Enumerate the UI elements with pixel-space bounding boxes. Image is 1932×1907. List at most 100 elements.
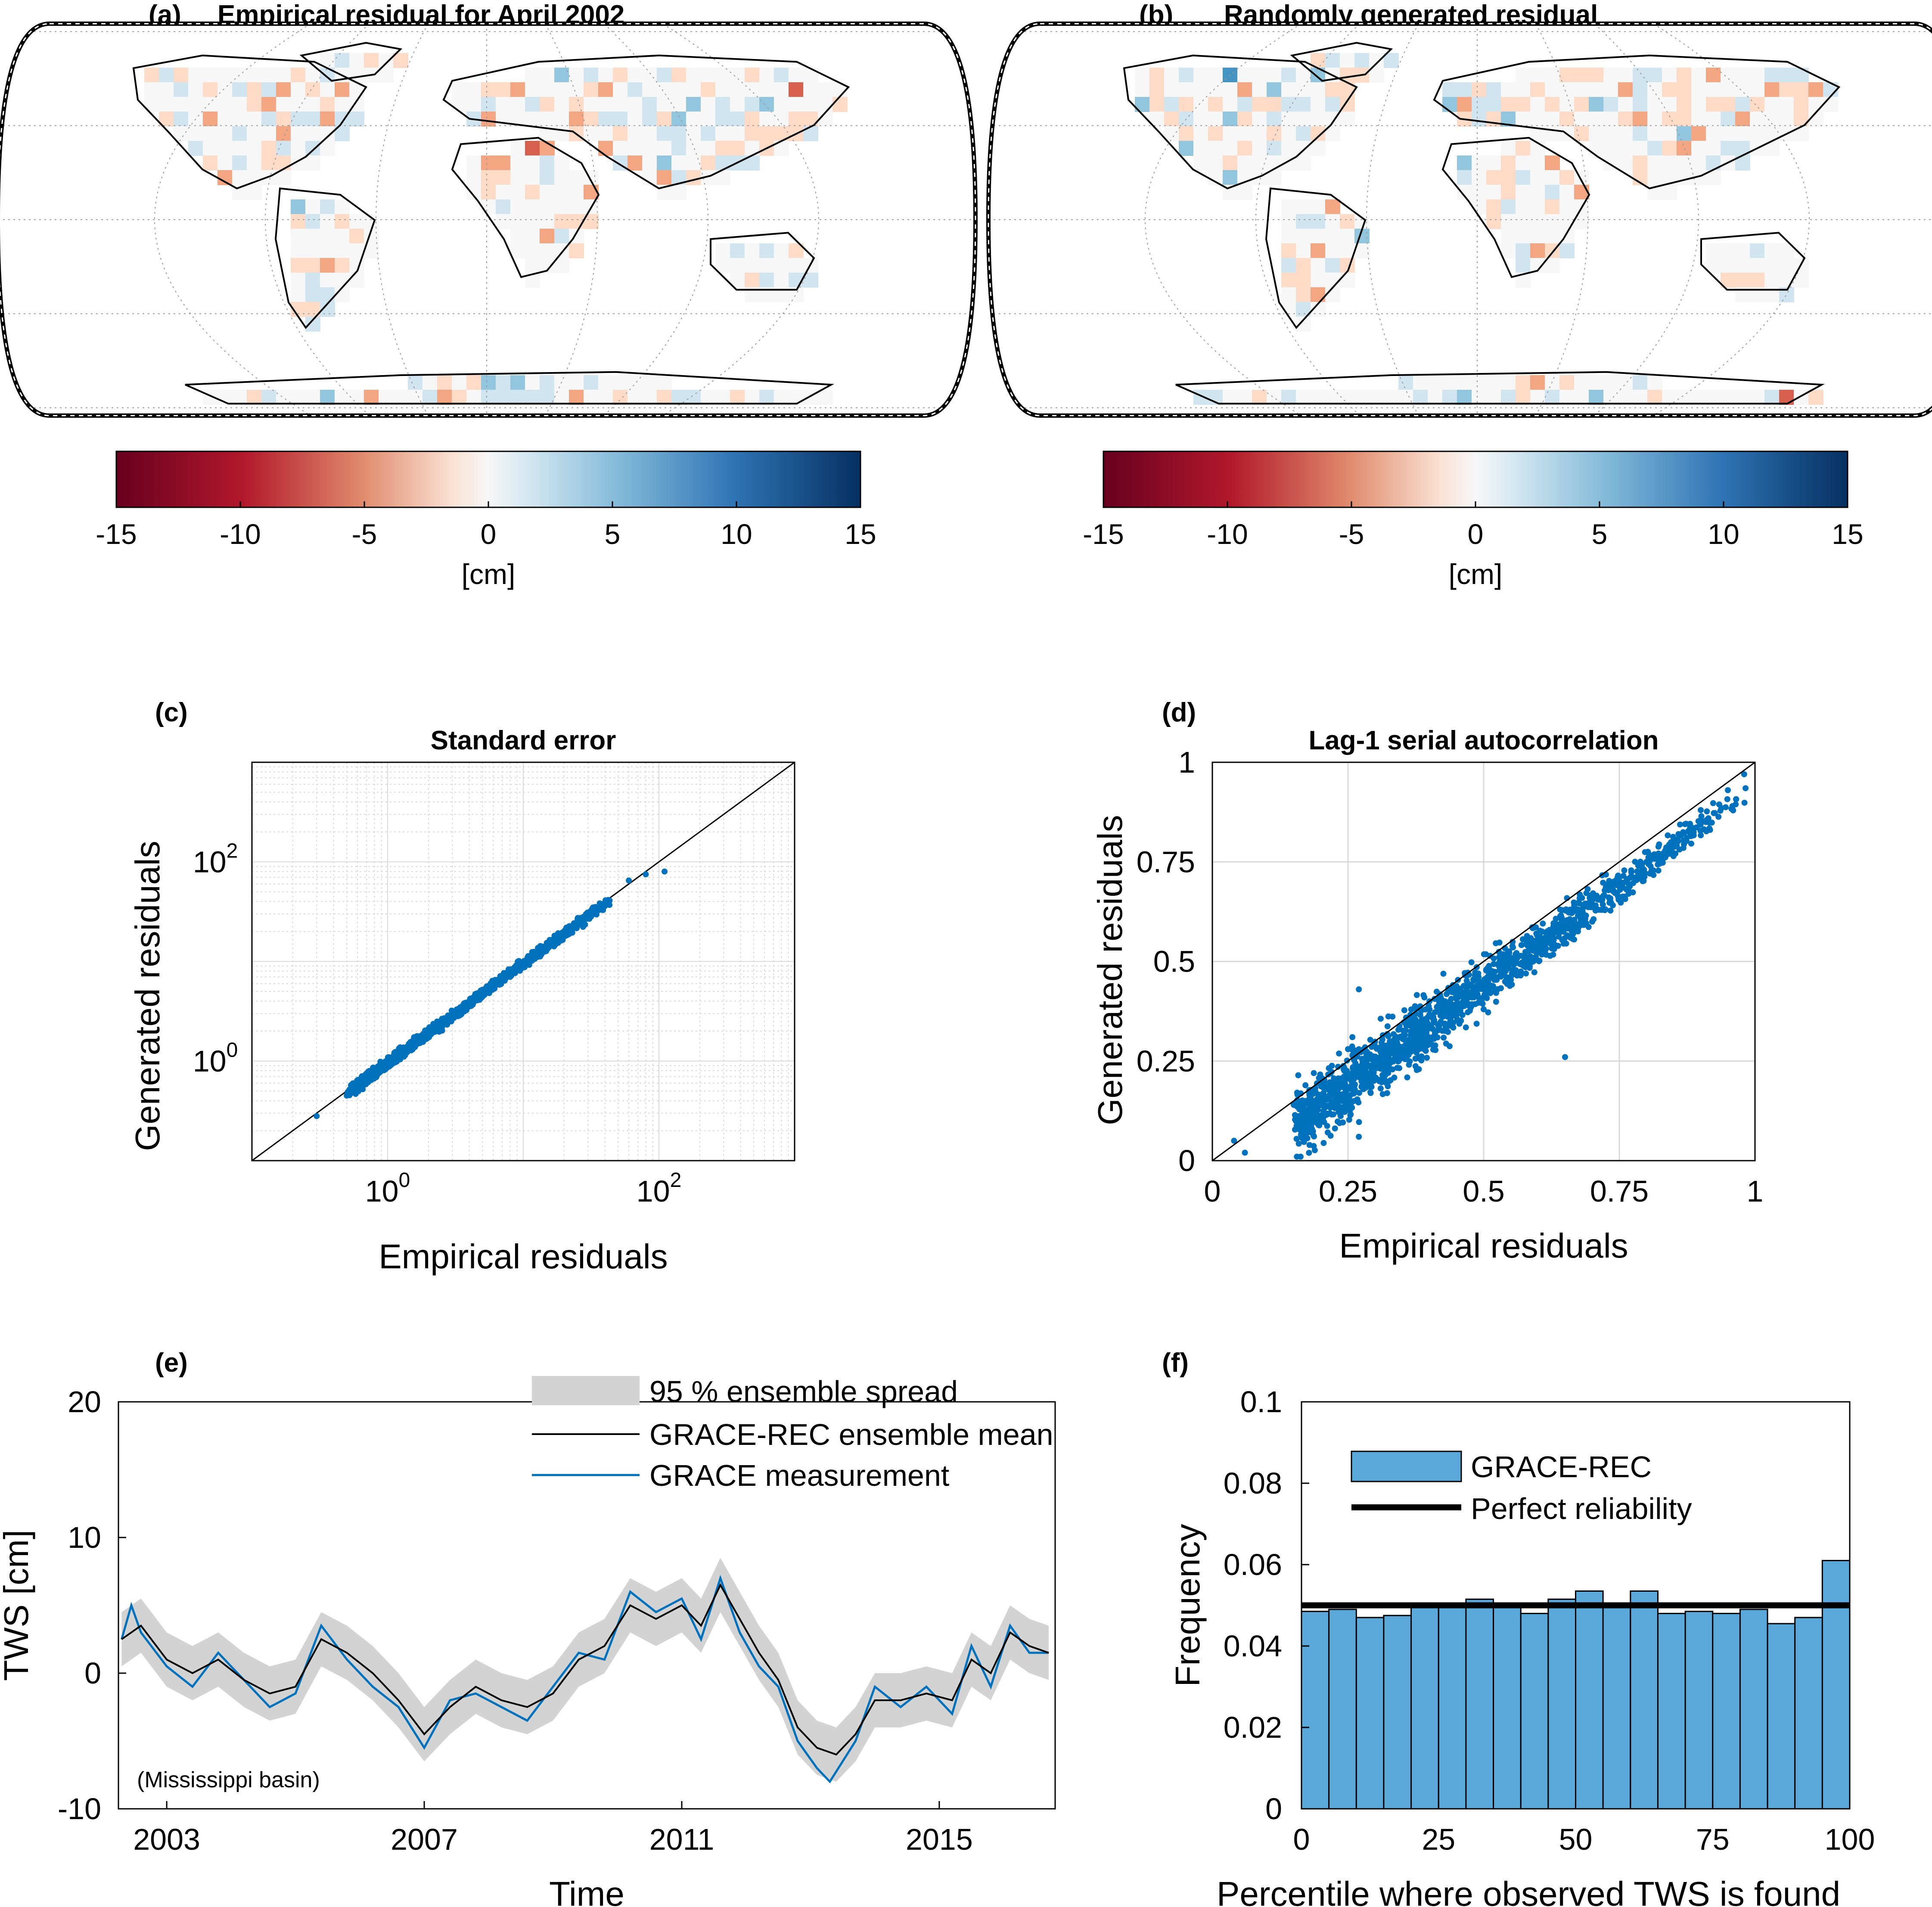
scatter-point [1311,1070,1317,1076]
map-cell [393,390,408,405]
map-cell [1237,155,1252,171]
map-cell [144,68,159,83]
scatter-point [471,993,478,1000]
colorbar-tick-label: -10 [220,518,261,550]
map-cell [1794,390,1809,405]
scatter-point [552,942,558,948]
map-cell [540,185,555,200]
histogram-bar [1684,1611,1714,1810]
map-cell [1764,258,1780,273]
x-tick-label: 2007 [391,1823,458,1856]
map-cell [671,68,686,83]
scatter-point [544,940,550,946]
map-cell [1252,390,1267,405]
map-cell [1281,287,1296,302]
scatter-point [1406,1062,1412,1068]
map-cell [510,199,525,214]
map-cell [1501,97,1516,112]
scatter-point [351,1086,358,1093]
graticule-meridian [662,24,819,416]
map-cell [320,199,335,214]
map-cell [1486,82,1501,97]
scatter-point [1403,1037,1410,1044]
scatter-point [1417,1012,1423,1018]
map-cell [1574,112,1589,127]
map-cell [686,141,701,156]
scatter-point [1355,1099,1362,1106]
scatter-point [1559,907,1565,913]
scatter-point [1717,808,1724,814]
scatter-point [479,987,486,993]
colorbar-label: [cm] [462,558,516,590]
map-cell [730,82,745,97]
map-cell [598,82,613,97]
map-cell [1633,97,1648,112]
map-cell [1794,68,1809,83]
map-cell [554,126,569,141]
map-cell [1530,390,1545,405]
map-cell [466,170,481,185]
scatter-point [1589,919,1595,925]
map-cell [745,273,760,288]
map-cell [598,68,613,83]
map-cell [1735,390,1750,405]
scatter-point [605,897,612,903]
scatter-point [1535,938,1541,945]
scatter-point [1317,1071,1323,1078]
scatter-point [1615,873,1621,879]
scatter-point [1352,1047,1359,1054]
map-cell [1516,243,1531,258]
chart-e: 2003 2007 2011 2015 -10 0 10 20 Time TWS [cm] 95 %… [0,1375,1056,1907]
map-cell [1677,68,1692,83]
scatter-point [1364,1049,1370,1055]
map-cell [1237,141,1252,156]
y-tick-label: 102 [193,839,238,879]
map-cell [1545,375,1560,390]
map-cell [1764,273,1780,288]
map-cell [1530,243,1545,258]
map-cell [1677,97,1692,112]
scatter-point [1628,867,1634,873]
scatter-point [1372,1053,1379,1060]
map-cell [759,390,774,405]
map-cell [613,141,628,156]
scatter-point [1533,924,1539,931]
x-tick-label: 0 [1204,1174,1221,1208]
scatter-point [1399,1049,1406,1055]
map-cell [305,229,320,244]
map-cell [1721,390,1736,405]
map-cell [1149,97,1165,112]
map-cell [1486,155,1501,171]
map-cell [613,82,628,97]
map-cell [1208,141,1223,156]
map-cell [1164,97,1179,112]
scatter-point [1554,921,1560,928]
map-cell [217,170,233,185]
map-cell [320,243,335,258]
map-cell [1325,229,1340,244]
scatter-point [1475,970,1482,977]
map-cell [1647,155,1662,171]
scatter-point [449,1015,456,1021]
map-cell [803,97,818,112]
map-cell [247,155,262,171]
map-cell [1721,141,1736,156]
scatter-point [1733,796,1739,802]
map-cell [159,82,174,97]
map-cell [1193,141,1208,156]
scatter-point [1446,1022,1453,1029]
scatter-point [1556,933,1562,940]
scatter-point [1302,1082,1309,1088]
map-cell [466,375,481,390]
panel-e: (e) 2003 2007 2011 2015 -10 0 10 20 Time TWS [cm]… [0,1348,1056,1907]
map-cell [1647,68,1662,83]
map-cell [627,126,643,141]
map-cell [730,126,745,141]
panel-e-annotation: (Mississippi basin) [137,1767,320,1792]
scatter-point [1326,1079,1333,1086]
map-cell [320,214,335,229]
scatter-point [1335,1081,1342,1087]
tick-exponent: 2 [670,1169,682,1192]
graticule-meridian [376,24,429,416]
